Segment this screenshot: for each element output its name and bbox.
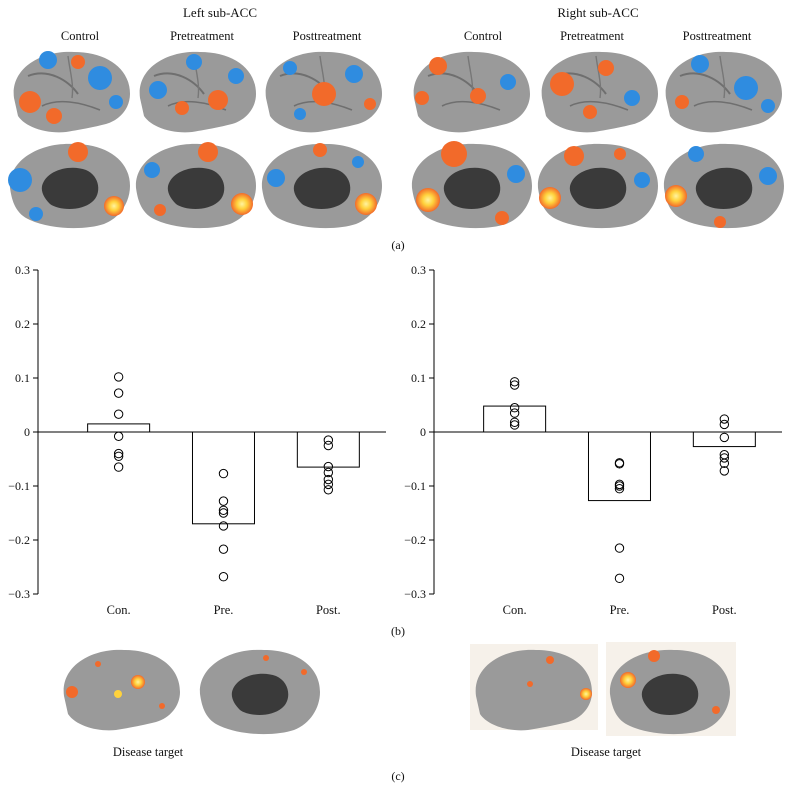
col-label-right-pre: Pretreatment [560, 29, 624, 43]
data-point [218, 572, 229, 582]
x-tick-label: Post. [712, 603, 737, 617]
brain-left-pre-lateral [138, 50, 257, 134]
data-point [719, 453, 730, 463]
data-point [113, 431, 124, 442]
y-tick-label: 0.3 [411, 263, 426, 277]
y-tick-label: 0.2 [15, 317, 30, 331]
x-tick-label: Con. [107, 603, 131, 617]
y-tick-label: −0.3 [8, 587, 30, 601]
disease-left-medial [199, 649, 320, 735]
data-point [218, 505, 229, 516]
data-point [323, 485, 334, 495]
y-tick-label: −0.2 [404, 533, 426, 547]
disease-left-lateral [63, 649, 181, 731]
caption-disease-target-right: Disease target [570, 745, 642, 759]
brain-right-control-medial [411, 141, 532, 229]
panel-label-a: (a) [391, 238, 405, 252]
data-point [113, 388, 124, 398]
data-point [614, 573, 625, 584]
data-point [218, 521, 229, 531]
brain-right-control-lateral [412, 50, 531, 134]
bar [587, 431, 651, 502]
col-label-left-pre: Pretreatment [170, 29, 234, 43]
y-tick-label: 0.1 [15, 371, 30, 385]
data-point [113, 462, 124, 472]
data-point [509, 420, 520, 430]
disease-right-lateral [470, 644, 598, 731]
chart-left-sub-acc: 0.3 0.2 0.1 0 −0.1 −0.2 −0.3 Con. Pre. Post. [8, 263, 386, 617]
data-point [614, 484, 625, 494]
data-point [614, 481, 625, 491]
y-tick-label: 0 [24, 425, 30, 439]
col-label-right-post: Posttreatment [682, 29, 752, 43]
data-point [614, 459, 625, 469]
y-tick-label: 0 [420, 425, 426, 439]
y-tick-label: −0.3 [404, 587, 426, 601]
data-point [509, 377, 520, 387]
brain-left-post-medial [261, 143, 382, 229]
x-tick-label: Pre. [214, 603, 234, 617]
brain-right-post-medial [663, 143, 784, 229]
y-tick-label: −0.1 [8, 479, 30, 493]
brain-right-pre-lateral [540, 50, 659, 134]
data-point [509, 408, 520, 418]
data-point [509, 417, 520, 427]
caption-disease-target-left: Disease target [112, 745, 184, 759]
data-point [113, 451, 124, 462]
chart-right-sub-acc: 0.3 0.2 0.1 0 −0.1 −0.2 −0.3 Con. Pre. Post. [404, 263, 782, 617]
bar [692, 431, 756, 448]
data-point [113, 409, 124, 419]
data-point [218, 496, 229, 506]
bar [87, 423, 151, 433]
disease-right-medial [606, 642, 736, 736]
disease-target-maps [63, 642, 736, 736]
data-point [509, 380, 520, 390]
y-tick-label: 0.3 [15, 263, 30, 277]
col-label-right-control: Control [463, 29, 503, 43]
data-point [323, 467, 334, 478]
panel-label-b: (b) [391, 624, 405, 638]
brain-right-post-lateral [664, 50, 783, 134]
bar [483, 405, 547, 433]
col-label-left-control: Control [60, 29, 100, 43]
data-point [218, 468, 229, 479]
data-point [113, 372, 124, 382]
x-tick-label: Con. [503, 603, 527, 617]
data-point [323, 474, 334, 485]
data-point [719, 458, 730, 469]
data-point [719, 414, 730, 424]
brain-left-control-lateral [12, 50, 132, 134]
data-point [719, 466, 730, 476]
group-title-left: Left sub-ACC [182, 5, 258, 20]
data-point [113, 448, 124, 459]
y-tick-label: 0.2 [411, 317, 426, 331]
data-point [719, 419, 730, 430]
brain-left-control-medial [8, 142, 130, 229]
data-point [719, 432, 730, 443]
brain-maps [8, 50, 784, 229]
col-label-left-post: Posttreatment [292, 29, 362, 43]
y-tick-label: −0.1 [404, 479, 426, 493]
y-tick-label: −0.2 [8, 533, 30, 547]
data-point [323, 440, 334, 451]
group-title-right: Right sub-ACC [557, 5, 639, 20]
data-point [323, 479, 334, 490]
data-point [323, 461, 334, 472]
panel-label-c: (c) [391, 769, 405, 783]
brain-right-pre-medial [537, 143, 658, 229]
data-point [323, 435, 334, 445]
x-tick-label: Post. [316, 603, 341, 617]
x-tick-label: Pre. [610, 603, 630, 617]
data-point [218, 508, 229, 518]
y-tick-label: 0.1 [411, 371, 426, 385]
brain-left-post-lateral [264, 50, 383, 134]
data-point [218, 544, 229, 554]
brain-left-pre-medial [135, 142, 256, 229]
data-point [509, 403, 520, 413]
data-point [614, 543, 625, 553]
